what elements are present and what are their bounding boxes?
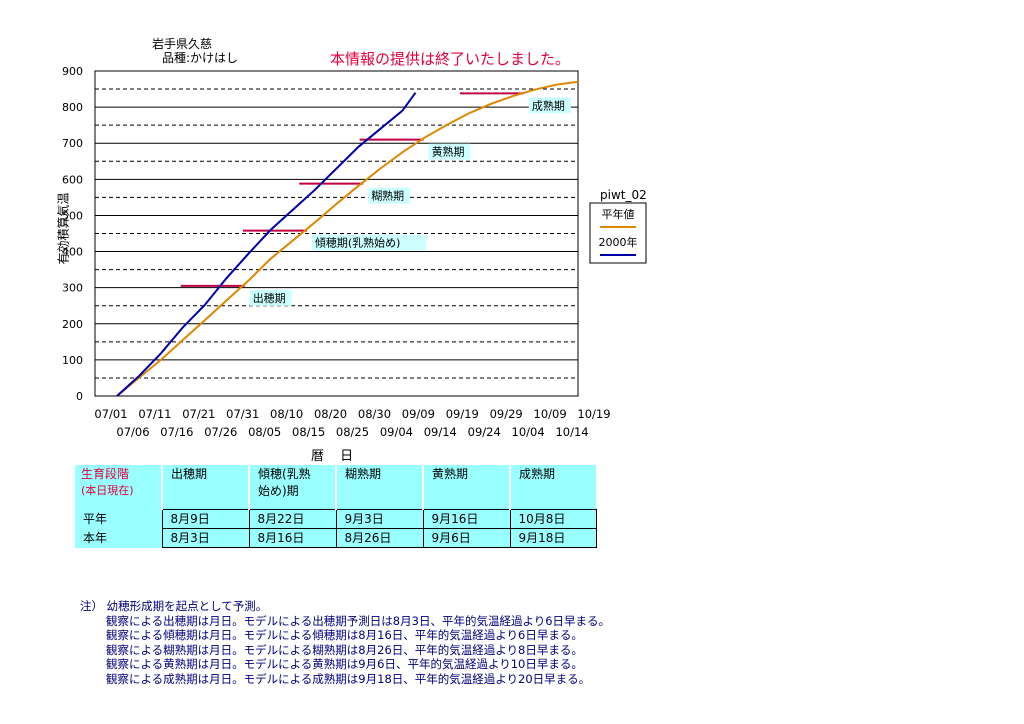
growth-stage-table: 生育段階 (本日現在) 出穂期 傾穂(乳熟 始め)期 糊熟期 黄熟期 成熟期 平… — [75, 465, 597, 548]
stage-header-row: 生育段階 (本日現在) 出穂期 傾穂(乳熟 始め)期 糊熟期 黄熟期 成熟期 — [75, 465, 596, 510]
y-tick-label: 400 — [62, 246, 83, 259]
stage-label: 出穂期 — [253, 291, 286, 305]
x-tick-label: 10/14 — [555, 425, 588, 439]
cell-normal-yellow-ripe: 9月16日 — [422, 509, 511, 529]
x-tick-label: 09/24 — [468, 425, 501, 439]
y-tick-label: 600 — [62, 173, 83, 186]
x-tick-label: 08/15 — [292, 425, 325, 439]
stage-header-label: 生育段階 (本日現在) — [75, 465, 162, 510]
x-tick-label: 07/31 — [226, 407, 259, 421]
plot-area-border — [94, 70, 579, 397]
legend-entry: 平年値 — [602, 207, 635, 221]
y-tick-label: 900 — [62, 65, 83, 78]
stage-label-bg — [249, 289, 292, 306]
stage-header-label-line1: 生育段階 — [81, 467, 130, 481]
stage-label-bg — [528, 97, 571, 114]
stage-label: 成熟期 — [532, 98, 565, 112]
x-tick-label: 07/01 — [94, 407, 127, 421]
notes-title: 注） 幼穂形成期を起点として予測。 — [80, 599, 268, 613]
stage-label-bg — [428, 143, 471, 160]
stage-label: 傾穂期(乳熟始め) — [315, 236, 401, 250]
stage-label-bg — [311, 234, 426, 251]
location-label: 岩手県久慈 — [152, 37, 213, 51]
x-tick-label: 08/20 — [314, 407, 347, 421]
stage-label: 糊熟期 — [371, 189, 404, 203]
series-line — [116, 80, 579, 397]
stage-header-maturity: 成熟期 — [509, 465, 596, 510]
cell-this-maturity: 9月18日 — [509, 528, 597, 548]
note-line-yellow-ripe: 観察による黄熟期は月日。モデルによる黄熟期は9月6日、平年的気温経過より10日早… — [106, 657, 583, 671]
cell-this-tilting: 8月16日 — [248, 528, 337, 548]
legend-title: piwt_02 — [600, 188, 647, 202]
x-tick-label: 10/04 — [512, 425, 545, 439]
y-tick-label: 0 — [76, 390, 83, 403]
stage-header-yellow-ripe: 黄熟期 — [422, 465, 510, 510]
x-tick-label: 10/09 — [534, 407, 567, 421]
cell-this-yellow-ripe: 9月6日 — [422, 528, 511, 548]
y-axis-label: 有効積算気温 — [56, 192, 71, 265]
cell-normal-heading: 8月9日 — [161, 509, 250, 529]
note-line-tilting: 観察による傾穂期は月日。モデルによる傾穂期は8月16日、平年的気温経過より6日早… — [106, 628, 583, 642]
notes-section: 注） 幼穂形成期を起点として予測。 観察による出穂期は月日。モデルによる出穂期予… — [80, 599, 610, 686]
y-tick-label: 300 — [62, 282, 83, 295]
x-tick-label: 09/19 — [446, 407, 479, 421]
stage-header-tilting-line1: 傾穂(乳熟 — [258, 467, 311, 481]
x-tick-label: 10/19 — [577, 407, 610, 421]
x-axis-label: 暦 日 — [311, 449, 360, 464]
x-tick-label: 08/10 — [270, 407, 303, 421]
stage-header-dough: 糊熟期 — [335, 465, 423, 510]
note-line-maturity: 観察による成熟期は月日。モデルによる成熟期は9月18日、平年的気温経過より20日… — [106, 671, 591, 686]
x-tick-label: 07/16 — [160, 425, 193, 439]
stage-label: 黄熟期 — [432, 145, 465, 159]
table-row: 平年 8月9日 8月22日 9月3日 9月16日 10月8日 — [75, 509, 597, 529]
stage-header-tilting: 傾穂(乳熟 始め)期 — [248, 465, 336, 510]
stage-header-tilting-line2: 始め)期 — [258, 484, 299, 498]
cell-normal-maturity: 10月8日 — [509, 509, 597, 529]
stage-label-bg — [368, 187, 411, 204]
series-line — [116, 92, 417, 397]
x-tick-label: 08/25 — [336, 425, 369, 439]
y-tick-label: 100 — [62, 354, 83, 367]
row-label-normal-year: 平年 — [75, 509, 162, 529]
cell-normal-dough: 9月3日 — [335, 509, 424, 529]
y-tick-label: 200 — [62, 318, 83, 331]
termination-notice: 本情報の提供は終了いたしました。 — [330, 50, 571, 68]
cell-normal-tilting: 8月22日 — [248, 509, 337, 529]
x-tick-label: 09/04 — [380, 425, 413, 439]
x-tick-label: 07/21 — [182, 407, 215, 421]
variety-label: 品種:かけはし — [162, 51, 239, 65]
accumulated-temperature-chart: 0 100 200 300 400 500 600 700 800 900 07/01 07/11 07… — [62, 65, 647, 439]
x-tick-label: 09/29 — [490, 407, 523, 421]
y-tick-label: 800 — [62, 101, 83, 114]
x-tick-label: 08/05 — [248, 425, 281, 439]
x-tick-label: 09/14 — [424, 425, 457, 439]
x-tick-label: 08/30 — [358, 407, 391, 421]
note-line-dough: 観察による糊熟期は月日。モデルによる糊熟期は8月26日、平年的気温経過より8日早… — [106, 642, 583, 657]
x-tick-label: 09/09 — [402, 407, 435, 421]
note-line-heading: 観察による出穂期は月日。モデルによる出穂期予測日は8月3日、平年的気温経過より6… — [106, 613, 611, 628]
row-label-this-year: 本年 — [75, 528, 162, 548]
x-tick-label: 07/11 — [138, 407, 171, 421]
stage-header-label-line2: (本日現在) — [81, 484, 134, 497]
cell-this-dough: 8月26日 — [335, 528, 424, 548]
y-tick-label: 500 — [62, 209, 83, 222]
cell-this-heading: 8月3日 — [161, 528, 250, 548]
x-tick-label: 07/26 — [204, 425, 237, 439]
legend-entry: 2000年 — [599, 235, 638, 249]
y-tick-label: 700 — [62, 137, 83, 150]
stage-header-heading: 出穂期 — [161, 465, 249, 510]
table-row: 本年 8月3日 8月16日 8月26日 9月6日 9月18日 — [75, 528, 597, 548]
legend-box — [589, 202, 647, 264]
x-tick-label: 07/06 — [116, 425, 149, 439]
